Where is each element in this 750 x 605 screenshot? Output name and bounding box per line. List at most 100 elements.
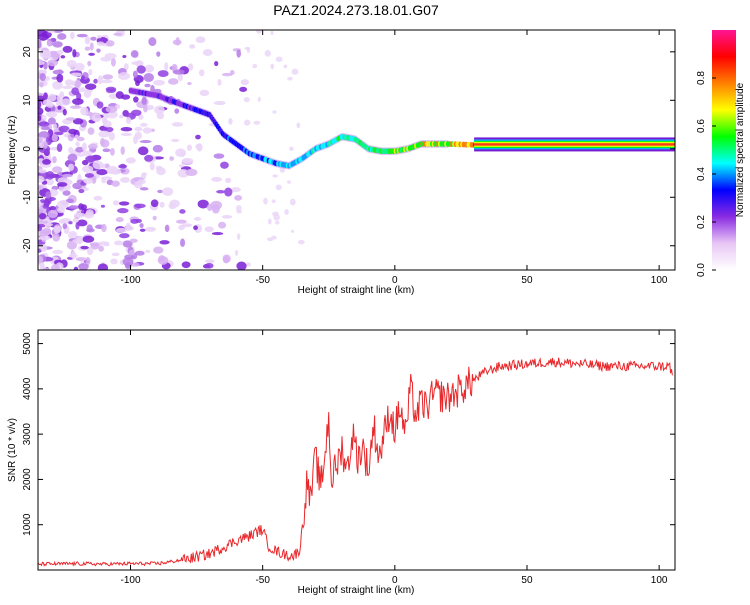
noise-blob [51, 133, 58, 142]
noise-blob [56, 200, 69, 209]
noise-blob [153, 79, 165, 86]
noise-blob [178, 224, 185, 231]
x-tick-label: -100 [121, 575, 141, 586]
noise-blob [141, 96, 147, 105]
noise-blob [172, 39, 182, 46]
noise-blob [169, 156, 175, 161]
noise-blob [86, 246, 94, 256]
noise-blob [45, 76, 50, 81]
colorbar: 0.0 0.2 0.4 0.6 0.8 Normalized spectral ampl… [696, 30, 746, 277]
noise-blob [66, 240, 78, 250]
noise-blob [47, 59, 59, 67]
noise-blob [122, 257, 134, 267]
noise-blob [133, 135, 138, 145]
noise-blob [152, 144, 163, 153]
noise-blob [132, 70, 138, 78]
noise-blob [144, 154, 154, 162]
noise-blob [72, 49, 77, 58]
noise-blob [52, 30, 63, 33]
noise-blob [100, 204, 106, 208]
noise-blob [65, 117, 76, 121]
noise-blob [204, 226, 214, 233]
noise-blob [117, 208, 129, 214]
x-tick-label: -50 [255, 575, 270, 586]
noise-blob [92, 113, 102, 123]
noise-blob [125, 157, 136, 164]
noise-blob [195, 134, 201, 140]
noise-blob [101, 117, 107, 125]
noise-blob [197, 199, 209, 209]
noise-blob [97, 75, 104, 85]
noise-blob [236, 261, 247, 270]
noise-blob [118, 30, 125, 34]
noise-blob [74, 212, 86, 218]
noise-blob [296, 122, 301, 129]
noise-blob [171, 138, 180, 143]
noise-blob [78, 263, 89, 270]
noise-blob [110, 258, 118, 265]
noise-blob [236, 49, 241, 58]
noise-blob [140, 122, 148, 127]
noise-blob [52, 232, 60, 242]
noise-blob [255, 30, 262, 34]
noise-blob [131, 61, 144, 66]
noise-blob [181, 261, 191, 269]
noise-blob [74, 134, 79, 140]
noise-blob [99, 138, 106, 147]
noise-blob [111, 57, 116, 67]
noise-blob [38, 33, 50, 41]
noise-blob [275, 56, 283, 62]
noise-blob [80, 245, 89, 250]
noise-blob [266, 237, 274, 242]
noise-blob [104, 53, 117, 59]
noise-blob [38, 92, 44, 96]
noise-blob [53, 225, 61, 234]
noise-blob [72, 238, 81, 243]
noise-blob [111, 180, 120, 187]
noise-blob [73, 266, 79, 270]
noise-blob [252, 63, 258, 69]
x-tick-label: 50 [521, 275, 533, 286]
x-tick-label: 0 [392, 275, 398, 286]
noise-blob [100, 113, 109, 120]
noise-blob [38, 169, 47, 174]
noise-blob [49, 205, 56, 211]
noise-blob [68, 146, 74, 154]
noise-blob [211, 232, 224, 236]
noise-blob [164, 62, 169, 71]
noise-blob [89, 42, 94, 51]
noise-blob [71, 251, 77, 260]
noise-blob [157, 70, 169, 77]
noise-blob [122, 240, 133, 248]
noise-blob [68, 163, 75, 171]
noise-blob [52, 123, 57, 130]
noise-blob [171, 122, 184, 127]
noise-blob [235, 204, 242, 212]
spectrogram-y-ticks: -20 -10 0 10 20 [22, 46, 675, 253]
noise-blob [125, 222, 131, 231]
noise-blob [88, 68, 93, 76]
noise-blob [153, 88, 162, 94]
noise-blob [81, 159, 89, 166]
noise-blob [62, 223, 68, 230]
noise-blob [168, 78, 179, 85]
y-tick-label: -10 [22, 190, 33, 205]
noise-blob [40, 220, 49, 224]
noise-blob [128, 249, 135, 256]
noise-blob [96, 101, 104, 109]
noise-blob [120, 94, 131, 100]
noise-blob [47, 117, 56, 125]
noise-blob [180, 151, 186, 158]
noise-blob [42, 267, 51, 270]
x-tick-label: 100 [651, 275, 668, 286]
noise-blob [38, 185, 44, 190]
noise-blob [129, 238, 138, 243]
noise-blob [202, 49, 213, 57]
noise-blob [45, 171, 55, 180]
noise-blob [52, 41, 63, 48]
noise-blob [137, 179, 146, 185]
noise-blob [84, 36, 91, 45]
noise-blob [40, 244, 48, 252]
colorbar-tick-label: 0.0 [696, 263, 707, 277]
